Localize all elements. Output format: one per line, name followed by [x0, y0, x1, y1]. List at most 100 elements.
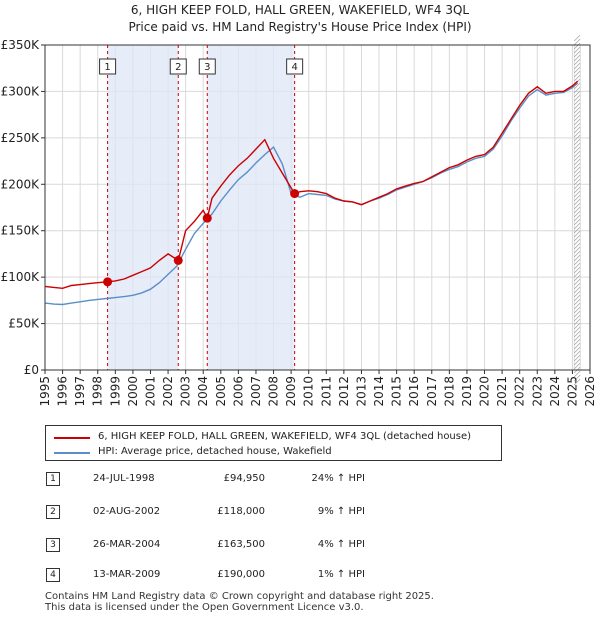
hatch-line [573, 114, 581, 122]
hatch-line [573, 98, 581, 106]
y-tick-label: £350K [1, 38, 41, 52]
sale-point [202, 213, 212, 223]
hatch-line [573, 238, 581, 246]
hatch-line [573, 154, 581, 162]
transaction-price: £190,000 [217, 569, 265, 580]
transaction-date: 02-AUG-2002 [93, 506, 161, 517]
hatch-line [573, 174, 581, 182]
hatch-line [573, 142, 581, 150]
transaction-number: 3 [46, 538, 60, 552]
hatch-line [573, 274, 581, 282]
x-tick-label: 1996 [56, 376, 70, 407]
hatch-line [573, 214, 581, 222]
footer-license: This data is licensed under the Open Gov… [45, 602, 364, 613]
x-tick-label: 1997 [73, 376, 87, 407]
hatch-line [573, 266, 581, 274]
future-hatch [573, 34, 581, 386]
hatch-line [573, 246, 581, 254]
hatch-line [573, 166, 581, 174]
transaction-hpi-diff: 9% ↑ HPI [317, 506, 365, 517]
y-tick-label: £300K [1, 84, 41, 98]
plot-frame [44, 44, 591, 371]
x-tick-label: 2009 [284, 376, 298, 407]
hatch-line [573, 374, 581, 382]
x-tick-label: 2012 [337, 376, 351, 407]
x-tick-label: 2023 [530, 376, 544, 407]
x-tick-label: 2026 [583, 376, 597, 407]
sale-point [290, 189, 300, 199]
hatch-line [573, 322, 581, 330]
hatch-line [573, 66, 581, 74]
chart-subtitle: Price paid vs. HM Land Registry's House … [128, 20, 471, 34]
hatch-line [573, 226, 581, 234]
hatch-line [573, 70, 581, 78]
hatch-line [573, 54, 581, 62]
hatch-line [573, 354, 581, 362]
x-tick-label: 2006 [231, 376, 245, 407]
sale-label-box [99, 58, 117, 75]
x-tick-label: 2005 [214, 376, 228, 407]
x-tick-label: 2021 [495, 376, 509, 407]
hatch-line [573, 350, 581, 358]
hatch-line [573, 58, 581, 66]
x-tick-label: 2002 [161, 376, 175, 407]
transaction-hpi-diff: 1% ↑ HPI [317, 569, 365, 580]
hatch-line [573, 362, 581, 370]
sale-label-box [169, 58, 187, 75]
hatch-line [573, 306, 581, 314]
transaction-price: £94,950 [223, 473, 265, 484]
hatch-line [573, 326, 581, 334]
legend: 6, HIGH KEEP FOLD, HALL GREEN, WAKEFIELD… [45, 425, 502, 461]
x-tick-label: 2016 [407, 376, 421, 407]
table-row: 3 26-MAR-2004 £163,500 4% ↑ HPI [45, 536, 565, 556]
hatch-line [573, 222, 581, 230]
x-tick-label: 1999 [108, 376, 122, 407]
hatch-line [573, 310, 581, 318]
sale-label-text: 4 [291, 62, 297, 73]
legend-label-hpi: HPI: Average price, detached house, Wake… [98, 446, 332, 457]
hatch-line [573, 370, 581, 378]
hatch-line [573, 82, 581, 90]
y-tick-label: £250K [1, 131, 41, 145]
hatch-line [573, 338, 581, 346]
hatch-line [573, 290, 581, 298]
transaction-hpi-diff: 24% ↑ HPI [311, 473, 365, 484]
hatch-line [573, 342, 581, 350]
x-tick-label: 2001 [143, 376, 157, 407]
legend-swatch-property [54, 437, 90, 439]
transaction-price: £118,000 [217, 506, 265, 517]
series-line-property [44, 80, 579, 290]
hatch-line [573, 42, 581, 50]
hatch-line [573, 298, 581, 306]
hatch-line [573, 314, 581, 322]
x-tick-label: 2000 [126, 376, 140, 407]
hatch-line [573, 38, 581, 46]
sale-label-text: 2 [175, 62, 181, 73]
transaction-date: 24-JUL-1998 [93, 473, 155, 484]
y-tick-label: £100K [1, 270, 41, 284]
hatch-line [573, 206, 581, 214]
x-tick-label: 2020 [478, 376, 492, 407]
sale-label-box [286, 58, 304, 75]
hatch-line [573, 34, 581, 42]
footer-copyright: Contains HM Land Registry data © Crown c… [45, 591, 434, 602]
hatch-line [573, 46, 581, 54]
hatch-line [573, 234, 581, 242]
table-row: 4 13-MAR-2009 £190,000 1% ↑ HPI [45, 566, 565, 586]
hatch-line [573, 150, 581, 158]
transaction-date: 26-MAR-2004 [93, 539, 161, 550]
hatch-line [573, 90, 581, 98]
hatch-line [573, 250, 581, 258]
hatch-line [573, 122, 581, 130]
hatch-line [573, 210, 581, 218]
hatch-line [573, 110, 581, 118]
hatch-line [573, 318, 581, 326]
ownership-period-shade [207, 45, 295, 370]
hatch-line [573, 162, 581, 170]
hatch-line [573, 138, 581, 146]
hatch-line [573, 182, 581, 190]
hatch-line [573, 258, 581, 266]
x-tick-label: 2007 [249, 376, 263, 407]
footer-credits: Contains HM Land Registry data © Crown c… [45, 591, 434, 613]
hatch-line [573, 302, 581, 310]
